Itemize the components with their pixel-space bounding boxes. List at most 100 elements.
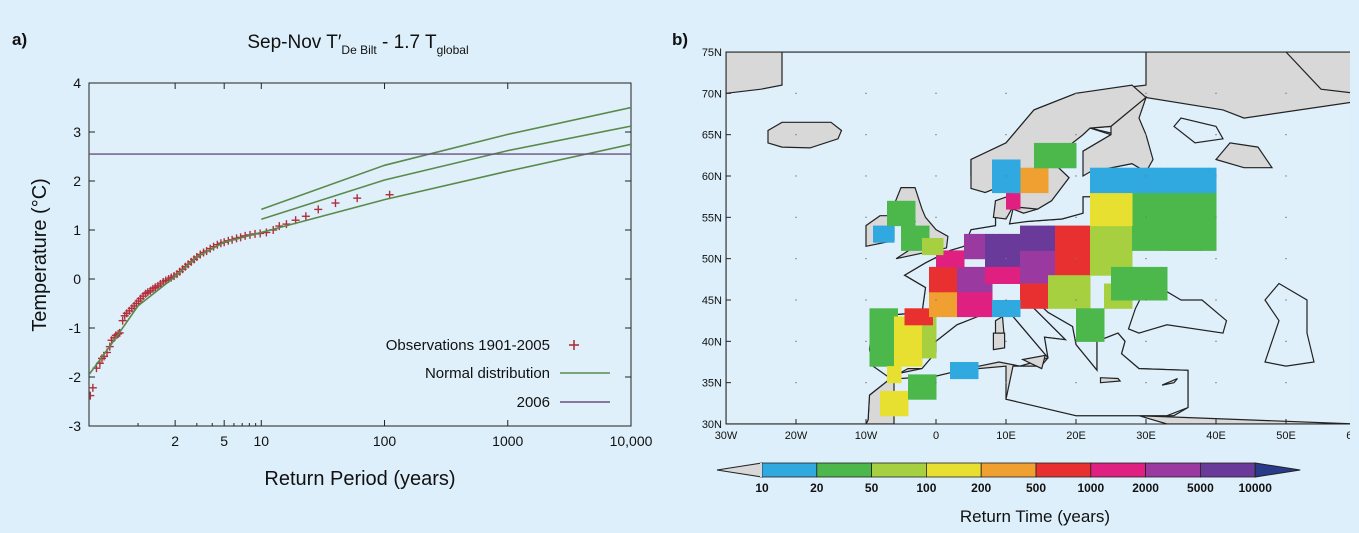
return-time-cell	[901, 209, 909, 218]
return-time-cell	[1006, 167, 1014, 177]
return-time-cell	[1055, 258, 1063, 268]
return-time-cell	[929, 246, 937, 256]
return-time-cell	[1111, 291, 1119, 301]
return-time-cell	[971, 233, 979, 243]
graticule-dot	[1005, 133, 1007, 136]
return-time-cell	[1209, 200, 1217, 210]
return-time-cell	[1027, 233, 1035, 243]
map-y-tick-label: 65N	[702, 130, 722, 142]
return-time-cell	[1202, 242, 1210, 251]
return-time-cell	[922, 382, 930, 392]
graticule-dot	[1215, 216, 1217, 219]
return-time-cell	[1041, 275, 1049, 284]
return-time-cell	[1125, 176, 1133, 185]
return-time-cell	[999, 233, 1007, 243]
return-time-cell	[1104, 184, 1112, 194]
land-sicily	[1020, 354, 1047, 370]
return-time-cell	[978, 291, 986, 301]
return-time-cell	[1139, 176, 1147, 185]
return-time-cell	[985, 275, 993, 284]
return-time-cell	[1160, 275, 1168, 284]
return-time-cell	[992, 250, 1000, 260]
return-time-cell	[1041, 167, 1049, 177]
return-time-cell	[876, 333, 884, 342]
return-time-cell	[1153, 167, 1161, 177]
graticule-dot	[1075, 299, 1077, 301]
return-time-cell	[936, 238, 944, 247]
return-time-cell	[1006, 266, 1014, 276]
return-time-cell	[1160, 184, 1168, 194]
return-time-cell	[957, 308, 965, 318]
return-time-cell	[978, 300, 986, 309]
return-time-cell	[1048, 258, 1056, 268]
return-time-cell	[1167, 242, 1175, 251]
return-time-cell	[883, 324, 891, 334]
return-time-cell	[876, 308, 884, 318]
observation-point	[89, 391, 95, 400]
return-time-cell	[1174, 167, 1182, 177]
return-time-cell	[964, 291, 972, 301]
return-time-cell	[1174, 176, 1182, 185]
return-time-cell	[943, 308, 951, 318]
return-time-cell	[1083, 333, 1091, 342]
return-time-cell	[1013, 275, 1021, 284]
return-time-cell	[1055, 159, 1063, 169]
return-time-cell	[1125, 209, 1133, 218]
return-time-cell	[887, 200, 895, 210]
return-time-cell	[999, 176, 1007, 185]
return-time-cell	[1188, 176, 1196, 185]
return-time-cell	[1195, 225, 1203, 235]
return-time-cell	[950, 258, 958, 268]
return-time-cell	[985, 291, 993, 301]
return-time-cell	[999, 159, 1007, 169]
return-time-cell	[1104, 250, 1112, 260]
return-time-cell	[876, 316, 884, 326]
return-time-cell	[1090, 184, 1098, 194]
return-time-cell	[1195, 176, 1203, 185]
return-time-cell	[1013, 242, 1021, 251]
return-time-cell	[1090, 316, 1098, 326]
return-time-cell	[1160, 266, 1168, 276]
return-time-cell	[1146, 225, 1154, 235]
return-time-cell	[1125, 283, 1133, 293]
return-time-cell	[957, 370, 965, 380]
return-time-cell	[999, 258, 1007, 268]
legend-label-2: 2006	[517, 394, 550, 411]
return-time-cell	[1160, 192, 1168, 202]
x-tick-label: 10,000	[610, 433, 653, 449]
return-time-cell	[880, 399, 888, 408]
return-time-cell	[957, 300, 965, 309]
graticule-dot	[1075, 340, 1077, 343]
return-time-cell	[929, 283, 937, 293]
return-time-cell	[1090, 242, 1098, 251]
return-time-cell	[901, 200, 909, 210]
return-time-cell	[1020, 291, 1028, 301]
return-time-cell	[894, 366, 902, 375]
return-time-cell	[1153, 283, 1161, 293]
return-time-cell	[1146, 233, 1154, 243]
colorbar-swatch	[871, 462, 927, 478]
return-time-cell	[929, 390, 937, 400]
return-time-cell	[915, 349, 923, 359]
return-time-cell	[1174, 200, 1182, 210]
y-tick-label: -1	[69, 320, 82, 336]
return-time-cell	[922, 225, 930, 235]
return-time-cell	[950, 275, 958, 284]
return-time-cell	[1209, 233, 1217, 243]
return-time-cell	[1209, 217, 1217, 227]
return-time-cell	[1132, 242, 1140, 251]
return-time-cell	[964, 266, 972, 276]
return-time-cell	[1006, 176, 1014, 185]
return-time-cell	[915, 242, 923, 251]
return-time-cell	[1195, 209, 1203, 218]
return-time-cell	[1090, 308, 1098, 318]
return-time-cell	[1181, 225, 1189, 235]
return-time-cell	[1027, 300, 1035, 309]
return-time-cell	[1006, 184, 1014, 194]
return-time-cell	[978, 250, 986, 260]
return-time-cell	[936, 275, 944, 284]
return-time-cell	[964, 300, 972, 309]
return-time-cell	[1202, 233, 1210, 243]
graticule-dot	[1005, 92, 1007, 95]
land-crete	[1099, 377, 1122, 384]
